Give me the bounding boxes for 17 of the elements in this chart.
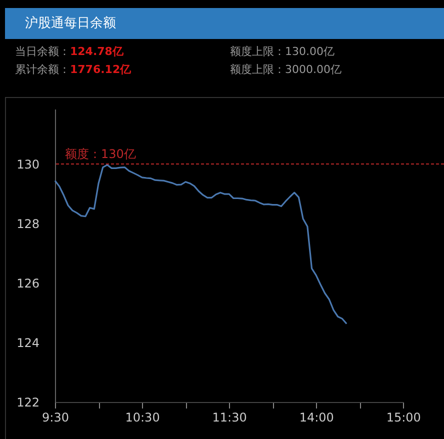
x-tick-label: 14:00	[299, 410, 334, 424]
y-tick-label: 122	[16, 396, 40, 410]
x-tick-label: 10:30	[125, 410, 160, 424]
y-tick-label: 126	[16, 276, 40, 291]
y-tick-label: 124	[16, 336, 40, 350]
text: 额度上限：130.00亿	[230, 44, 334, 59]
x-tick-label: 9:30	[42, 410, 69, 424]
ref-line-label: 额度：130亿	[65, 147, 136, 162]
x-tick-label: 11:30	[212, 410, 247, 424]
y-tick-label: 128	[16, 217, 40, 232]
chart-title: 沪股通每日余额	[5, 8, 444, 39]
text: 累计余额：1776.12亿	[15, 62, 132, 77]
text: 额度上限：3000.00亿	[230, 62, 342, 77]
text: 当日余额：124.78亿	[15, 44, 124, 59]
line-series	[54, 164, 348, 325]
y-tick-label: 130	[16, 158, 40, 172]
x-tick-label: 15:00	[386, 410, 421, 424]
